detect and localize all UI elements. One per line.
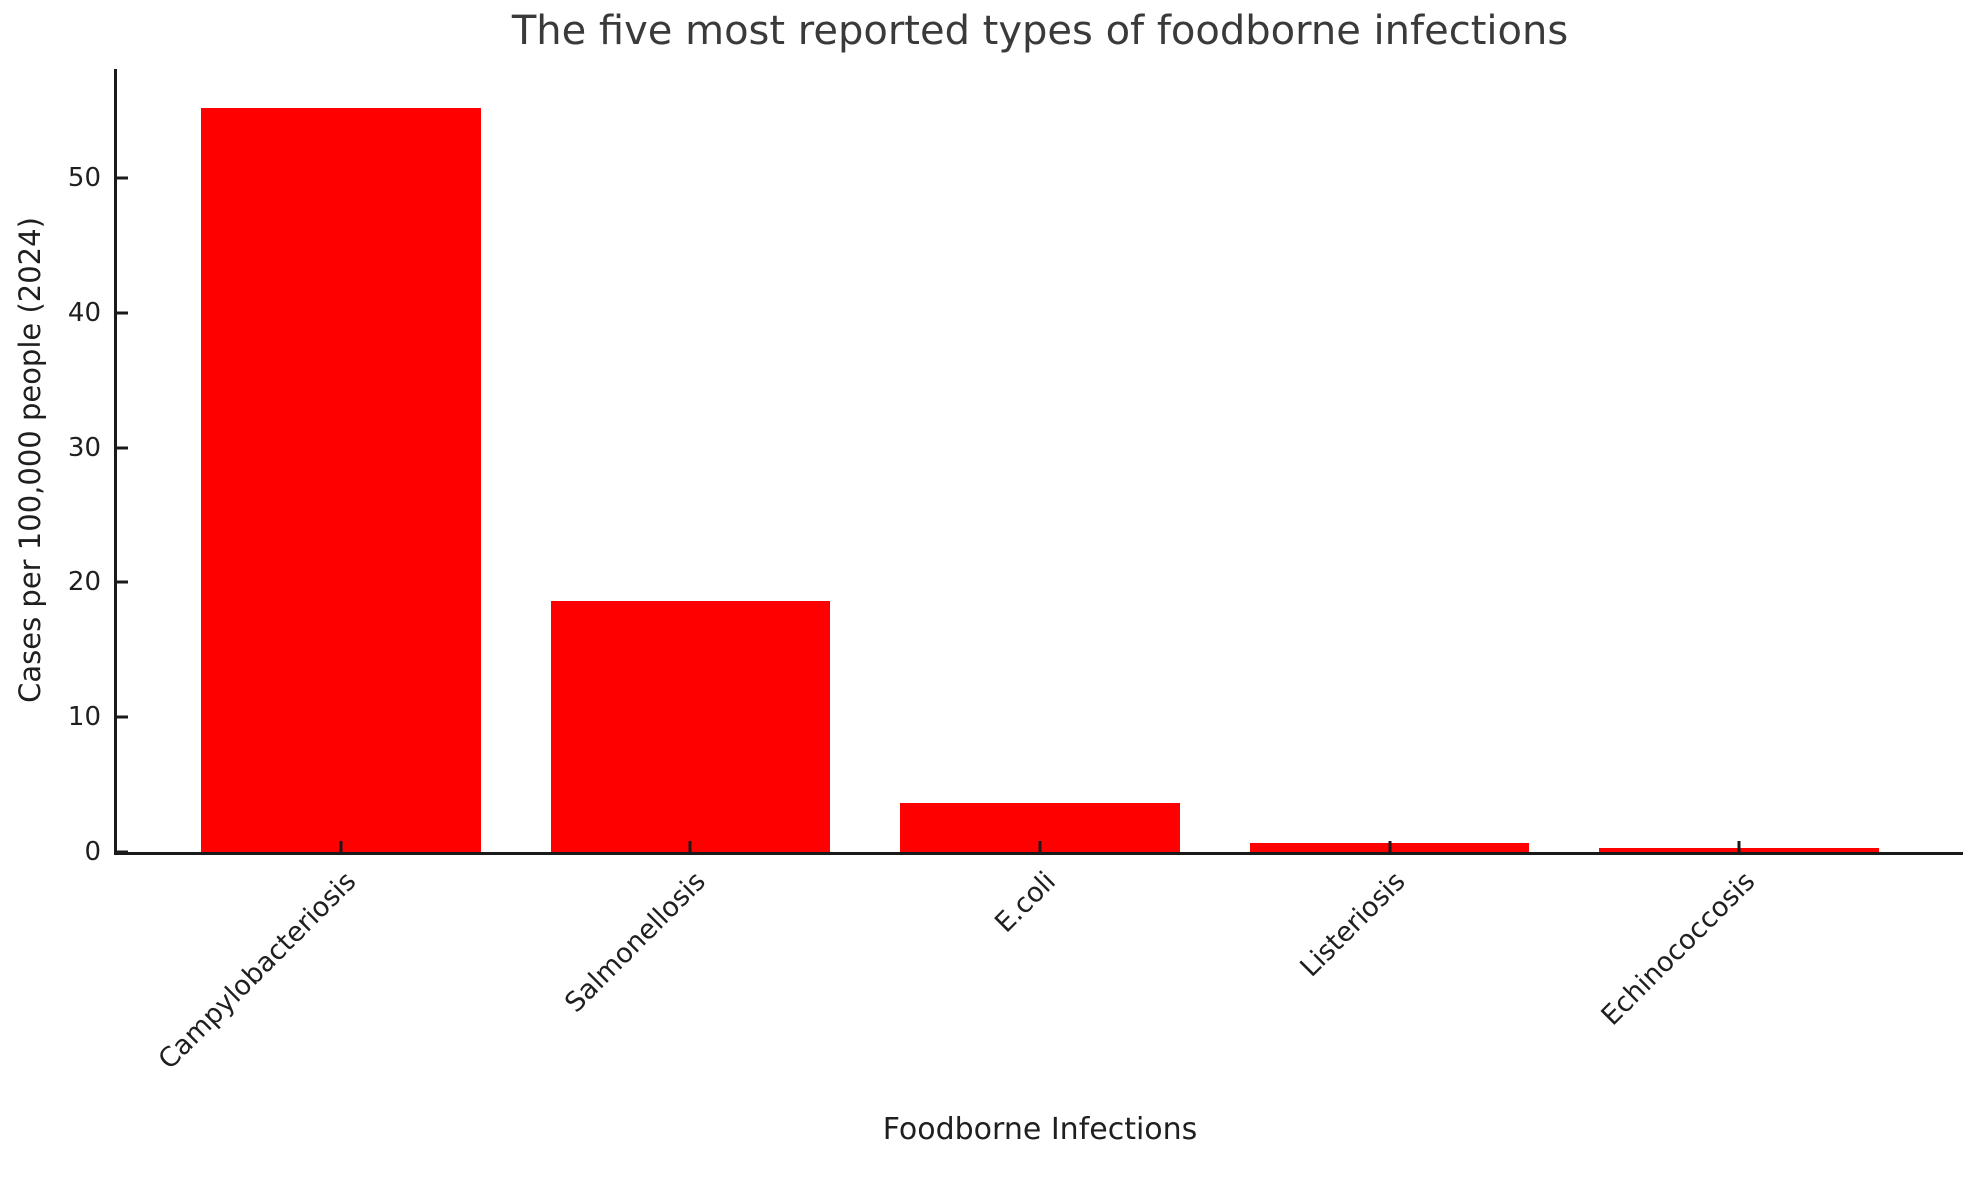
bar-campylobacteriosis [200,108,481,852]
x-axis-title: Foodborne Infections [882,1112,1198,1147]
y-tick [117,446,128,450]
x-tick-label: Salmonellosis [559,866,713,1019]
y-tick-label: 30 [67,432,101,463]
y-tick-label: 20 [67,567,101,598]
x-tick [1737,841,1741,852]
y-tick-label: 50 [67,163,101,194]
y-tick [117,715,128,719]
x-tick [688,841,692,852]
y-tick [117,311,128,315]
y-tick [117,176,128,180]
x-tick-label: E.coli [989,866,1062,939]
plot-area: Campylobacteriosis Salmonellosis E.coli Lis… [68,69,1963,1076]
chart-title: The five most reported types of foodborn… [511,8,1569,54]
y-tick [117,850,128,854]
x-tick-label: Echinococcosis [1595,866,1762,1032]
bar-salmonellosis [550,601,831,852]
x-tick-label: Campylobacteriosis [153,866,363,1076]
y-tick-label: 0 [84,837,101,867]
x-tick [1388,841,1392,852]
y-tick-label: 40 [67,297,101,328]
y-tick-label: 10 [67,702,101,733]
y-tick [117,580,128,584]
x-tick [1038,841,1042,852]
x-tick-label: Listeriosis [1294,866,1412,984]
y-axis-title: Cases per 100,000 people (2024) [13,217,47,703]
x-tick [339,841,343,852]
